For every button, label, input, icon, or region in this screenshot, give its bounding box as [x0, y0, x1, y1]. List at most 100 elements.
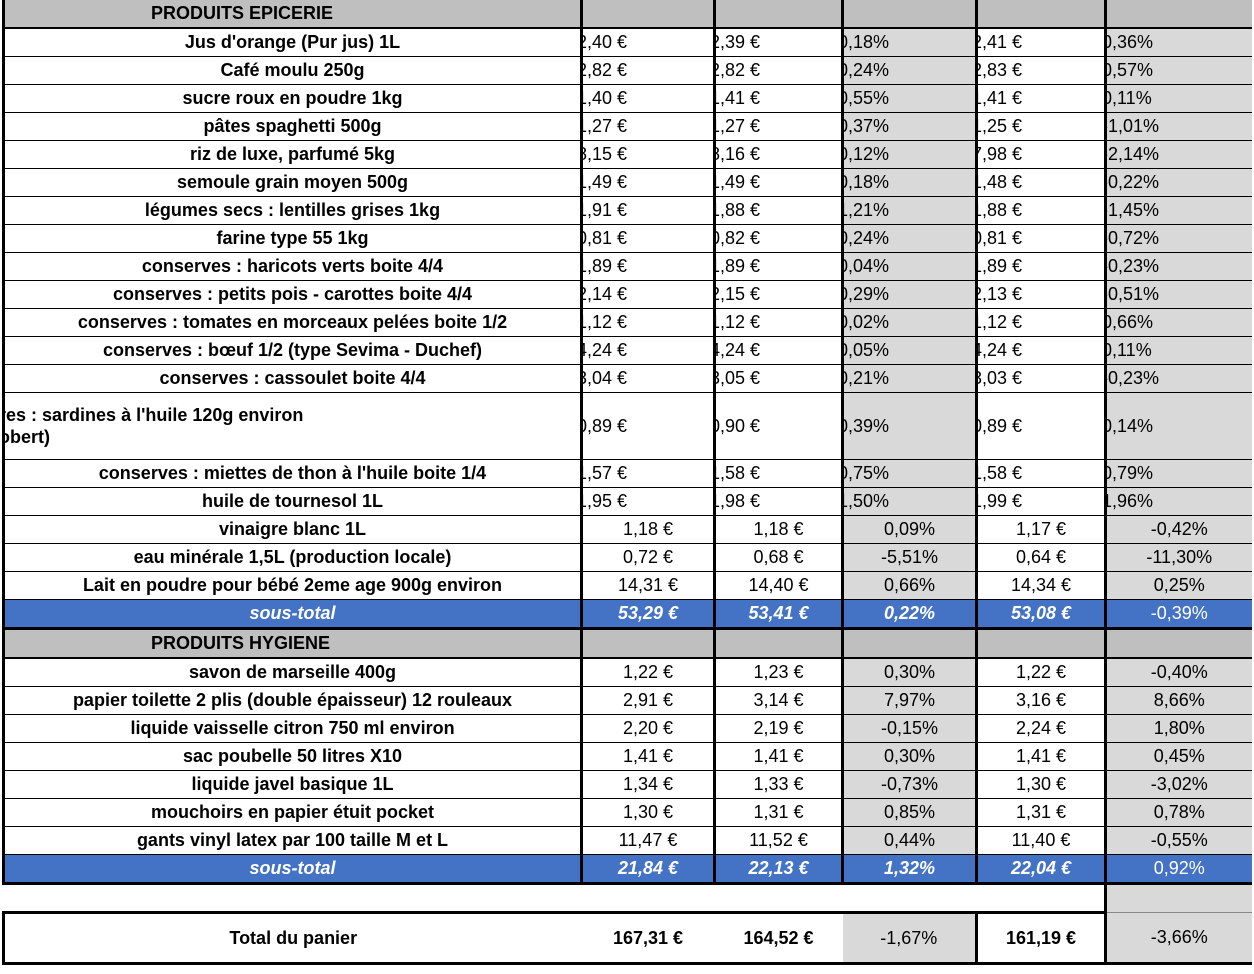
variation-2[interactable]: 0,57% — [1104, 56, 1252, 85]
empty-cell[interactable] — [842, 883, 977, 914]
price-2[interactable]: 1,41 € — [713, 84, 843, 113]
header-cell[interactable] — [1104, 628, 1252, 659]
variation-1[interactable]: 0,29% — [841, 280, 977, 309]
variation-2[interactable]: -0,42% — [1104, 515, 1252, 544]
price-3[interactable]: 2,41 € — [975, 28, 1106, 57]
price-2[interactable]: 14,40 € — [713, 571, 843, 600]
subtotal-variation-2[interactable]: 0,92% — [1104, 854, 1252, 885]
product-name[interactable]: Lait en poudre pour bébé 2eme age 900g e… — [2, 571, 582, 600]
header-cell[interactable] — [1104, 0, 1252, 29]
header-cell[interactable] — [713, 628, 843, 659]
subtotal-price-1[interactable]: 21,84 € — [580, 854, 715, 885]
price-3[interactable]: 1,22 € — [975, 658, 1106, 687]
variation-1[interactable]: 0,18% — [841, 168, 977, 197]
price-1[interactable]: 0,72 € — [580, 543, 715, 572]
price-2[interactable]: 1,88 € — [713, 196, 843, 225]
price-2[interactable]: 1,41 € — [713, 742, 843, 771]
subtotal-variation-2[interactable]: -0,39% — [1104, 599, 1252, 630]
price-2[interactable]: 1,18 € — [713, 515, 843, 544]
variation-1[interactable]: 0,02% — [841, 308, 977, 337]
price-3[interactable]: 7,98 € — [975, 140, 1106, 169]
variation-2[interactable]: -2,14% — [1104, 140, 1252, 169]
variation-2[interactable]: -11,30% — [1104, 543, 1252, 572]
price-1[interactable]: 0,89 € — [580, 392, 715, 460]
price-1[interactable]: 1,34 € — [580, 770, 715, 799]
variation-2[interactable]: 1,96% — [1104, 487, 1252, 516]
product-name[interactable]: liquide javel basique 1L — [2, 770, 582, 799]
variation-1[interactable]: 0,12% — [841, 140, 977, 169]
price-3[interactable]: 1,88 € — [975, 196, 1106, 225]
price-3[interactable]: 2,83 € — [975, 56, 1106, 85]
subtotal-price-1[interactable]: 53,29 € — [580, 599, 715, 630]
variation-2[interactable]: 8,66% — [1104, 686, 1252, 715]
subtotal-price-3[interactable]: 22,04 € — [975, 854, 1106, 885]
variation-2[interactable]: 0,79% — [1104, 459, 1252, 488]
price-2[interactable]: 0,82 € — [713, 224, 843, 253]
price-2[interactable]: 1,89 € — [713, 252, 843, 281]
price-3[interactable]: 1,25 € — [975, 112, 1106, 141]
price-3[interactable]: 3,03 € — [975, 364, 1106, 393]
variation-2[interactable]: -0,23% — [1104, 364, 1252, 393]
product-name[interactable]: mouchoirs en papier étuit pocket — [2, 798, 582, 827]
total-variation-1[interactable]: -1,67% — [842, 912, 977, 965]
price-1[interactable]: 2,14 € — [580, 280, 715, 309]
price-2[interactable]: 0,68 € — [713, 543, 843, 572]
price-3[interactable]: 11,40 € — [975, 826, 1106, 855]
variation-2[interactable]: -0,55% — [1104, 826, 1252, 855]
price-1[interactable]: 0,81 € — [580, 224, 715, 253]
variation-1[interactable]: 1,21% — [841, 196, 977, 225]
product-name[interactable]: conserves : haricots verts boite 4/4 — [2, 252, 582, 281]
total-price-2[interactable]: 164,52 € — [714, 912, 843, 965]
price-1[interactable]: 1,41 € — [580, 742, 715, 771]
price-2[interactable]: 1,58 € — [713, 459, 843, 488]
price-3[interactable]: 2,24 € — [975, 714, 1106, 743]
price-2[interactable]: 2,39 € — [713, 28, 843, 57]
variation-1[interactable]: 0,30% — [841, 742, 977, 771]
product-name[interactable]: conserves : petits pois - carottes boite… — [2, 280, 582, 309]
empty-cell[interactable] — [581, 883, 715, 914]
price-1[interactable]: 1,18 € — [580, 515, 715, 544]
header-cell[interactable] — [841, 0, 977, 29]
price-1[interactable]: 2,82 € — [580, 56, 715, 85]
subtotal-price-2[interactable]: 53,41 € — [713, 599, 843, 630]
variation-2[interactable]: -0,22% — [1104, 168, 1252, 197]
header-cell[interactable] — [975, 0, 1106, 29]
empty-cell[interactable] — [714, 883, 843, 914]
price-2[interactable]: 11,52 € — [713, 826, 843, 855]
variation-1[interactable]: 0,37% — [841, 112, 977, 141]
price-1[interactable]: 11,47 € — [580, 826, 715, 855]
price-3[interactable]: 1,58 € — [975, 459, 1106, 488]
subtotal-variation-1[interactable]: 0,22% — [841, 599, 977, 630]
price-1[interactable]: 4,24 € — [580, 336, 715, 365]
price-2[interactable]: 3,05 € — [713, 364, 843, 393]
variation-2[interactable]: 0,45% — [1104, 742, 1252, 771]
variation-1[interactable]: 0,30% — [841, 658, 977, 687]
variation-2[interactable]: -1,01% — [1104, 112, 1252, 141]
subtotal-price-2[interactable]: 22,13 € — [713, 854, 843, 885]
price-3[interactable]: 14,34 € — [975, 571, 1106, 600]
price-2[interactable]: 0,90 € — [713, 392, 843, 460]
total-price-1[interactable]: 167,31 € — [581, 912, 715, 965]
variation-2[interactable]: 0,11% — [1104, 84, 1252, 113]
header-cell[interactable] — [713, 0, 843, 29]
product-name[interactable]: Jus d'orange (Pur jus) 1L — [2, 28, 582, 57]
price-2[interactable]: 2,19 € — [713, 714, 843, 743]
empty-cell[interactable] — [976, 883, 1106, 914]
price-3[interactable]: 4,24 € — [975, 336, 1106, 365]
price-2[interactable]: 1,98 € — [713, 487, 843, 516]
variation-1[interactable]: 1,50% — [841, 487, 977, 516]
price-1[interactable]: 1,40 € — [580, 84, 715, 113]
price-1[interactable]: 1,49 € — [580, 168, 715, 197]
variation-2[interactable]: 0,78% — [1104, 798, 1252, 827]
variation-2[interactable]: 0,66% — [1104, 308, 1252, 337]
variation-1[interactable]: 0,09% — [841, 515, 977, 544]
variation-2[interactable]: -1,45% — [1104, 196, 1252, 225]
product-name[interactable]: liquide vaisselle citron 750 ml environ — [2, 714, 582, 743]
price-1[interactable]: 3,04 € — [580, 364, 715, 393]
price-1[interactable]: 1,30 € — [580, 798, 715, 827]
price-3[interactable]: 2,13 € — [975, 280, 1106, 309]
variation-1[interactable]: 0,66% — [841, 571, 977, 600]
variation-2[interactable]: -0,40% — [1104, 658, 1252, 687]
total-price-3[interactable]: 161,19 € — [975, 912, 1106, 965]
product-name[interactable]: gants vinyl latex par 100 taille M et L — [2, 826, 582, 855]
